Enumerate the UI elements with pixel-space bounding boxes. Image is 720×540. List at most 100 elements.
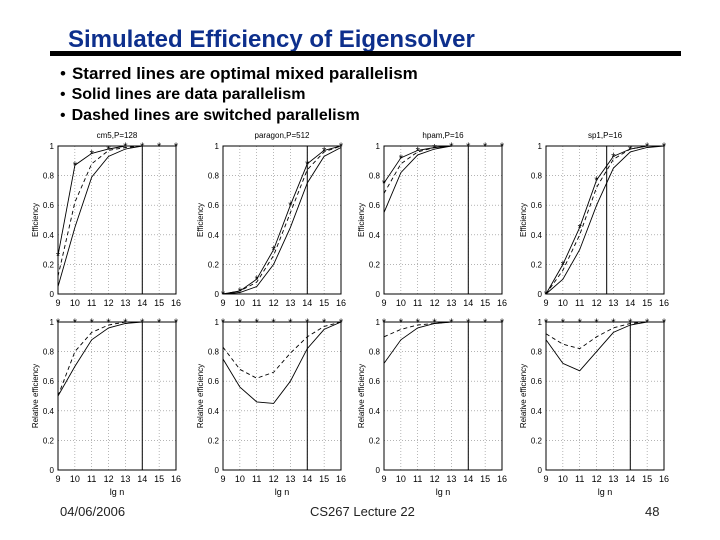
bullet-item: • Starred lines are optimal mixed paralle… <box>60 63 418 84</box>
bullet-item: • Solid lines are data parallelism <box>60 84 418 105</box>
star-marker: * <box>339 317 344 329</box>
y-tick-label: 0.8 <box>531 348 543 357</box>
subplot: 9 10 11 12 13 14 15 16 0 0.2 0.4 0.6 0.8 1 cm5,P=128 Ef… <box>31 131 181 308</box>
y-tick-label: 1 <box>215 142 220 151</box>
y-axis-label: Efficiency <box>357 203 366 237</box>
footer-page-number: 48 <box>645 504 660 519</box>
x-tick-label: 15 <box>642 474 652 484</box>
x-tick-label: 9 <box>55 474 60 484</box>
x-tick-label: 11 <box>87 298 96 308</box>
x-tick-label: 14 <box>137 474 147 484</box>
star-marker: * <box>123 141 128 153</box>
subplot-title: hpam,P=16 <box>422 131 464 140</box>
y-tick-label: 0.8 <box>208 348 220 357</box>
plot-frame <box>57 321 177 471</box>
star-marker: * <box>483 317 488 329</box>
star-marker: * <box>399 317 404 329</box>
subplot: 9 10 11 12 13 14 15 16 0 0.2 0.4 0.6 0.8 1 lg n Relativ… <box>31 317 181 497</box>
star-marker: * <box>399 153 404 165</box>
y-axis-label: Relative efficiency <box>519 364 528 428</box>
x-tick-label: 16 <box>659 298 669 308</box>
x-tick-label: 9 <box>220 474 225 484</box>
star-marker: * <box>561 259 566 271</box>
x-tick-label: 9 <box>543 298 548 308</box>
star-marker: * <box>339 141 344 153</box>
y-tick-label: 0.4 <box>208 231 220 240</box>
star-marker: * <box>140 317 145 329</box>
star-marker: * <box>662 141 667 153</box>
y-tick-label: 1 <box>215 318 220 327</box>
bullet-text: Dashed lines are switched parallelism <box>71 107 360 124</box>
y-tick-label: 1 <box>376 142 381 151</box>
subplot: 9 10 11 12 13 14 15 16 0 0.2 0.4 0.6 0.8 1 hpam,P=16 Ef… <box>357 131 507 308</box>
footer-lecture: CS267 Lecture 22 <box>310 504 415 519</box>
y-tick-label: 1 <box>538 142 543 151</box>
star-marker: * <box>416 317 421 329</box>
star-marker: * <box>56 251 61 263</box>
series-line-starred <box>222 145 342 295</box>
star-marker: * <box>90 317 95 329</box>
bullet-dot: • <box>60 86 66 103</box>
y-tick-label: 0.4 <box>208 407 220 416</box>
star-marker: * <box>305 317 310 329</box>
y-axis-label: Relative efficiency <box>357 364 366 428</box>
y-tick-label: 0 <box>215 290 220 299</box>
star-marker: * <box>73 160 78 172</box>
y-tick-label: 1 <box>538 318 543 327</box>
y-tick-label: 1 <box>50 318 55 327</box>
star-marker: * <box>106 317 111 329</box>
series-line-starred <box>545 145 664 295</box>
x-tick-label: 16 <box>659 474 669 484</box>
subplot-title: paragon,P=512 <box>255 131 310 140</box>
star-marker: * <box>90 148 95 160</box>
x-tick-label: 9 <box>543 474 548 484</box>
y-tick-label: 0.6 <box>43 377 55 386</box>
star-marker: * <box>561 317 566 329</box>
star-marker: * <box>594 317 599 329</box>
x-tick-label: 9 <box>220 298 225 308</box>
series-line-solid <box>545 321 664 372</box>
x-tick-label: 14 <box>625 474 635 484</box>
subplot: 9 10 11 12 13 14 15 16 0 0.2 0.4 0.6 0.8 1 lg n Relativ… <box>357 317 507 497</box>
star-marker: * <box>221 317 226 329</box>
plot-frame <box>57 145 177 295</box>
x-tick-label: 14 <box>302 298 312 308</box>
y-tick-label: 0.2 <box>208 436 220 445</box>
star-marker: * <box>255 317 260 329</box>
star-marker: * <box>106 144 111 156</box>
series-line-solid <box>222 147 342 295</box>
x-tick-label: 10 <box>558 298 568 308</box>
series-line-dashed <box>222 145 342 295</box>
x-tick-label: 10 <box>70 474 80 484</box>
series-line-solid <box>222 321 342 404</box>
y-axis-label: Efficiency <box>31 203 40 237</box>
bullet-text: Starred lines are optimal mixed parallel… <box>71 64 418 83</box>
series-line-solid <box>57 145 176 287</box>
y-tick-label: 0.2 <box>531 436 543 445</box>
x-tick-label: 10 <box>558 474 568 484</box>
series-line-dashed <box>222 321 342 379</box>
x-tick-label: 13 <box>285 298 295 308</box>
star-marker: * <box>322 317 327 329</box>
x-tick-label: 10 <box>235 474 245 484</box>
subplot: 9 10 11 12 13 14 15 16 0 0.2 0.4 0.6 0.8 1 sp1,P=16 Eff… <box>519 131 669 308</box>
x-tick-label: 11 <box>252 298 261 308</box>
y-axis-label: Efficiency <box>196 203 205 237</box>
bullet-list: • Starred lines are optimal mixed paralle… <box>60 63 418 126</box>
star-marker: * <box>56 317 61 329</box>
x-tick-label: 10 <box>396 298 406 308</box>
star-marker: * <box>174 317 179 329</box>
bullet-text: Solid lines are data parallelism <box>71 86 306 103</box>
x-tick-label: 9 <box>55 298 60 308</box>
star-marker: * <box>140 141 145 153</box>
x-tick-label: 15 <box>154 474 164 484</box>
x-tick-label: 13 <box>608 474 618 484</box>
y-tick-label: 0 <box>215 466 220 475</box>
y-tick-label: 0.4 <box>369 407 381 416</box>
star-marker: * <box>645 141 650 153</box>
y-tick-label: 0 <box>376 290 381 299</box>
x-tick-label: 12 <box>592 298 602 308</box>
y-tick-label: 0 <box>538 290 543 299</box>
x-tick-label: 10 <box>235 298 245 308</box>
star-marker: * <box>271 317 276 329</box>
